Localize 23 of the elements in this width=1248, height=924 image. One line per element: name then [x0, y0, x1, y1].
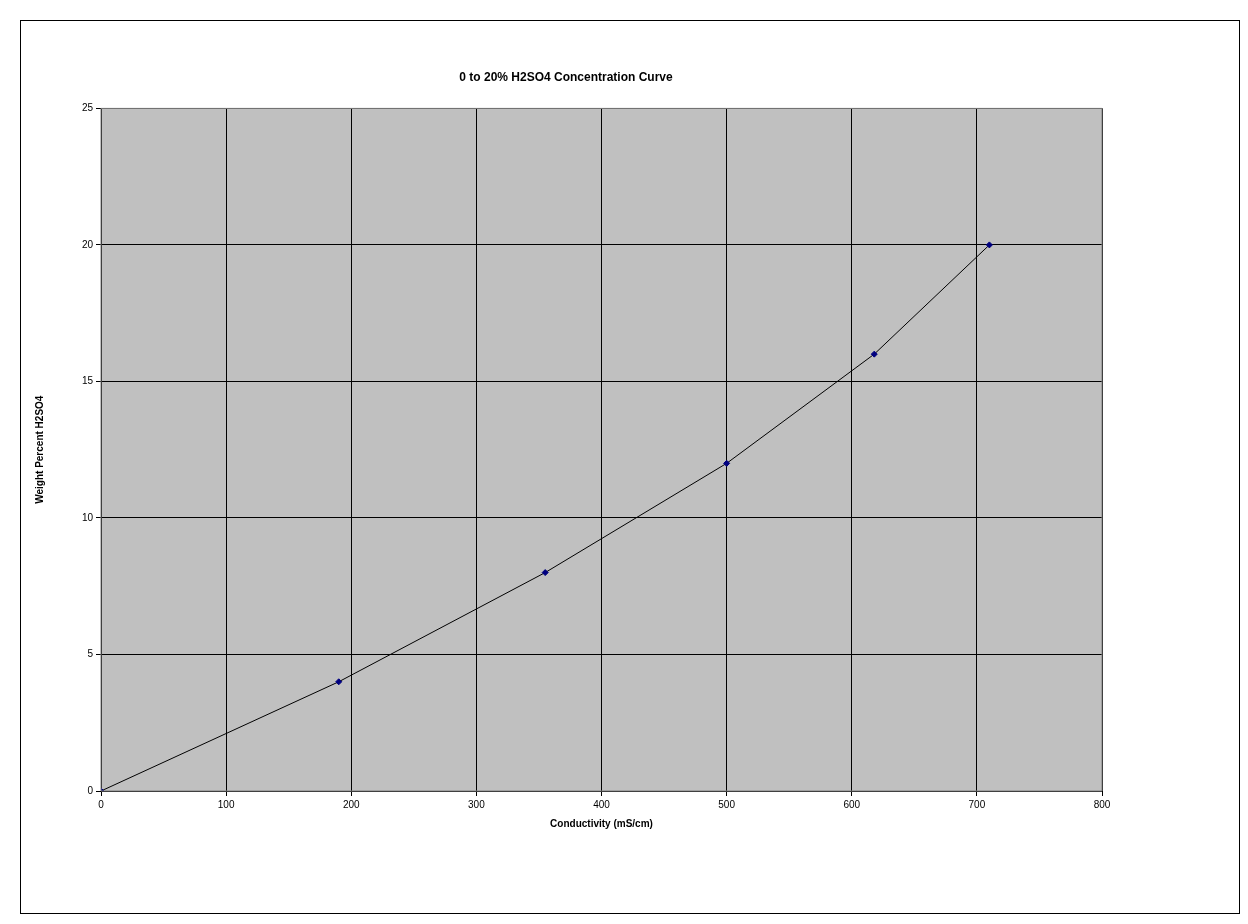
- point: [985, 241, 993, 249]
- x-tick-label: 100: [217, 798, 235, 810]
- y-tick-label: 5: [87, 648, 94, 660]
- chart-title: 0 to 20% H2SO4 Concentration Curve: [459, 69, 674, 84]
- x-tick-label: 0: [98, 798, 105, 810]
- x-axis-title: Conductivity (mS/cm): [550, 817, 653, 829]
- x-tick-label: 200: [342, 798, 361, 810]
- y-tick-label: 20: [81, 238, 94, 250]
- point: [541, 569, 549, 577]
- x-tick-label: 300: [468, 798, 486, 810]
- y-tick-label: 25: [81, 102, 94, 114]
- x-tick-label: 600: [843, 798, 861, 810]
- point: [335, 678, 343, 686]
- point: [723, 459, 731, 467]
- y-tick-label: 0: [87, 784, 94, 796]
- x-tick-label: 700: [968, 798, 986, 810]
- x-tick-label: 800: [1093, 798, 1111, 810]
- y-axis-title: Weight Percent H2SO4: [33, 395, 45, 504]
- point: [870, 350, 878, 358]
- x-tick-label: 400: [593, 798, 611, 810]
- y-tick-label: 10: [81, 511, 94, 523]
- x-tick-label: 500: [718, 798, 736, 810]
- y-tick-label: 15: [81, 375, 94, 387]
